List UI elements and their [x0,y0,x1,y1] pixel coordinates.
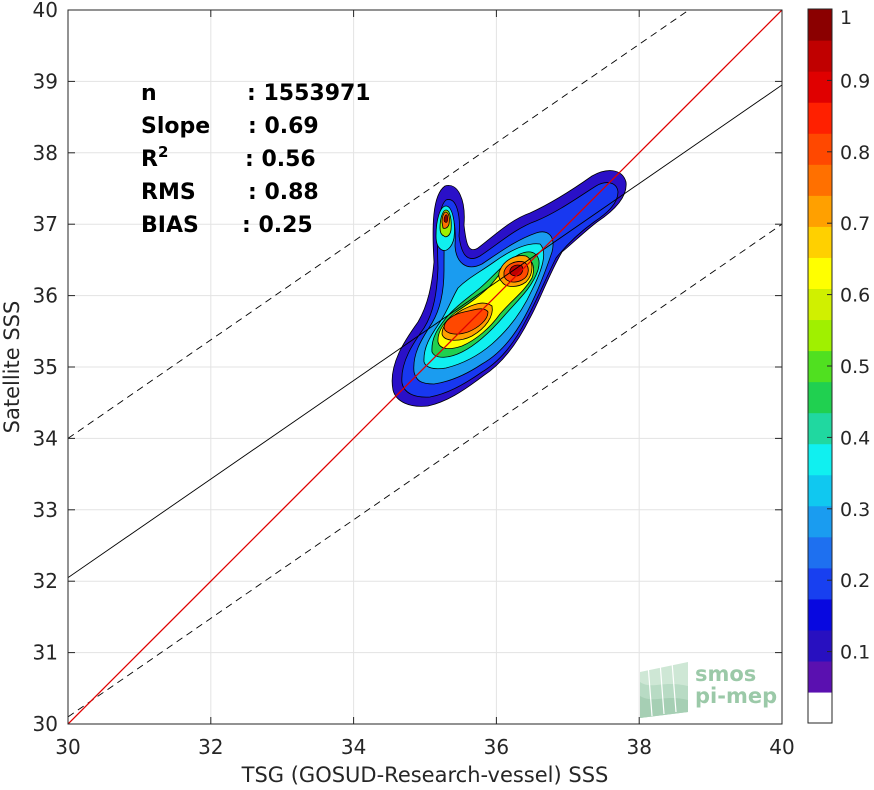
y-tick-label: 40 [33,0,58,22]
colorbar-segment [808,474,832,507]
y-tick-label: 38 [33,141,58,165]
y-axis-ticks: 30 31 32 33 34 35 36 37 38 39 40 [33,0,782,736]
x-tick-label: 40 [769,735,794,759]
y-tick-label: 37 [33,212,58,236]
colorbar-segment [808,381,832,414]
y-tick-label: 32 [33,569,58,593]
lower-dashed-line [68,223,782,718]
svg-text:smos: smos [695,662,756,686]
colorbar-segment [808,195,832,227]
colorbar-segment [808,505,832,538]
x-tick-label: 38 [626,735,651,759]
stat-label: n [141,81,157,106]
colorbar-segment [808,660,832,693]
colorbar-tick-label: 0.8 [840,142,870,164]
logo-waves-icon [640,661,688,718]
y-tick-label: 35 [33,355,58,379]
stat-value: : 0.56 [245,147,316,172]
smos-pi-mep-logo: smos pi-mep [640,661,777,718]
colorbar-segment [808,71,832,103]
stat-label: RMS [141,180,196,205]
colorbar-segment [808,629,832,662]
colorbar-tick-label: 0.5 [840,356,870,378]
stat-value: : 0.69 [248,114,319,139]
y-tick-label: 30 [33,712,58,736]
colorbar-segment [808,412,832,445]
x-tick-label: 34 [341,735,366,759]
colorbar-tick-label: 0.6 [840,285,870,307]
colorbar-tick-label: 0.1 [840,642,870,664]
colorbar-segment [808,288,832,321]
density-contours [391,170,627,407]
x-axis-ticks: 30 32 34 36 38 40 [55,10,795,759]
x-tick-label: 30 [55,735,80,759]
colorbar-tick-label: 0.4 [840,427,870,449]
stat-value: : 0.88 [248,180,319,205]
colorbar: 0.1 0.2 0.3 0.4 0.5 0.6 0.7 0.8 0.9 1 [807,7,870,724]
colorbar-segment [808,226,832,258]
colorbar-segment [808,133,832,165]
colorbar-segment [808,567,832,600]
colorbar-segment [808,691,832,724]
y-tick-label: 36 [33,284,58,308]
colorbar-tick-label: 0.7 [840,213,870,235]
x-tick-label: 32 [198,735,223,759]
colorbar-segment [808,164,832,196]
colorbar-tick-label: 0.3 [840,499,870,521]
stat-label-superscript: 2 [158,143,168,161]
colorbar-segment [808,102,832,134]
svg-text:pi-mep: pi-mep [695,684,777,708]
reference-lines [68,10,782,724]
colorbar-segment [808,319,832,352]
x-tick-label: 36 [484,735,509,759]
colorbar-segment [808,536,832,569]
colorbar-segment [808,40,832,72]
y-tick-label: 39 [33,69,58,93]
colorbar-tick-label: 0.9 [840,70,870,92]
stat-value: : 1553971 [247,81,371,106]
x-axis-label: TSG (GOSUD-Research-vessel) SSS [241,763,609,787]
colorbar-segment [808,598,832,631]
upper-dashed-line [68,10,690,439]
upper-lobe-level-9 [443,214,449,223]
colorbar-segment [808,443,832,476]
y-tick-label: 34 [33,426,58,450]
colorbar-tick-label: 0.2 [840,570,870,592]
colorbar-tick-label: 1 [840,7,852,29]
regression-line [68,84,782,579]
stat-value: : 0.25 [242,213,313,238]
y-axis-label: Satellite SSS [0,301,24,434]
colorbar-segment [808,9,832,41]
colorbar-segment [808,257,832,289]
stat-label: BIAS [141,213,199,238]
y-tick-label: 31 [33,641,58,665]
y-tick-label: 33 [33,498,58,522]
grid-lines [67,9,783,725]
stat-label: Slope [141,114,210,139]
one-to-one-line [68,10,782,724]
